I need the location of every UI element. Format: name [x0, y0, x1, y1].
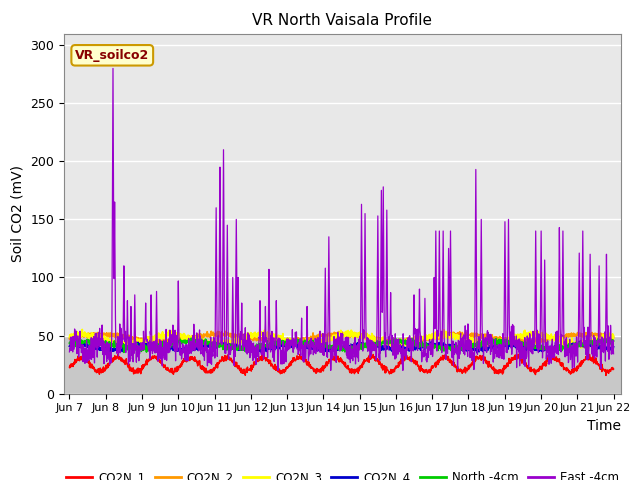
Bar	[64, 34, 621, 336]
Y-axis label: Soil CO2 (mV): Soil CO2 (mV)	[11, 165, 25, 262]
X-axis label: Time: Time	[587, 419, 621, 433]
Bar	[64, 336, 621, 394]
Title: VR North Vaisala Profile: VR North Vaisala Profile	[252, 13, 433, 28]
Text: VR_soilco2: VR_soilco2	[75, 49, 149, 62]
Legend: CO2N_1, CO2N_2, CO2N_3, CO2N_4, North -4cm, East -4cm: CO2N_1, CO2N_2, CO2N_3, CO2N_4, North -4…	[61, 466, 623, 480]
